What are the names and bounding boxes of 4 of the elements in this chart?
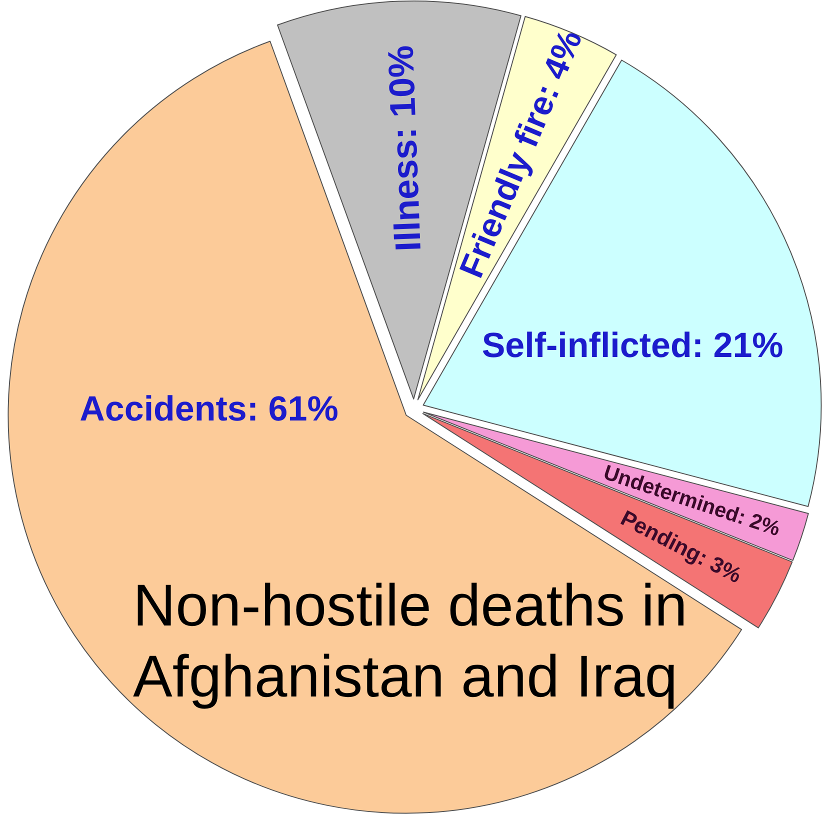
slice-label: Self-inflicted: 21% xyxy=(482,326,784,366)
text: Non-hostile deaths in Afghanistan and Iraq xyxy=(133,572,704,710)
slice-label: Illness: 10% xyxy=(380,44,428,252)
slice-label: Accidents: 61% xyxy=(80,390,338,428)
